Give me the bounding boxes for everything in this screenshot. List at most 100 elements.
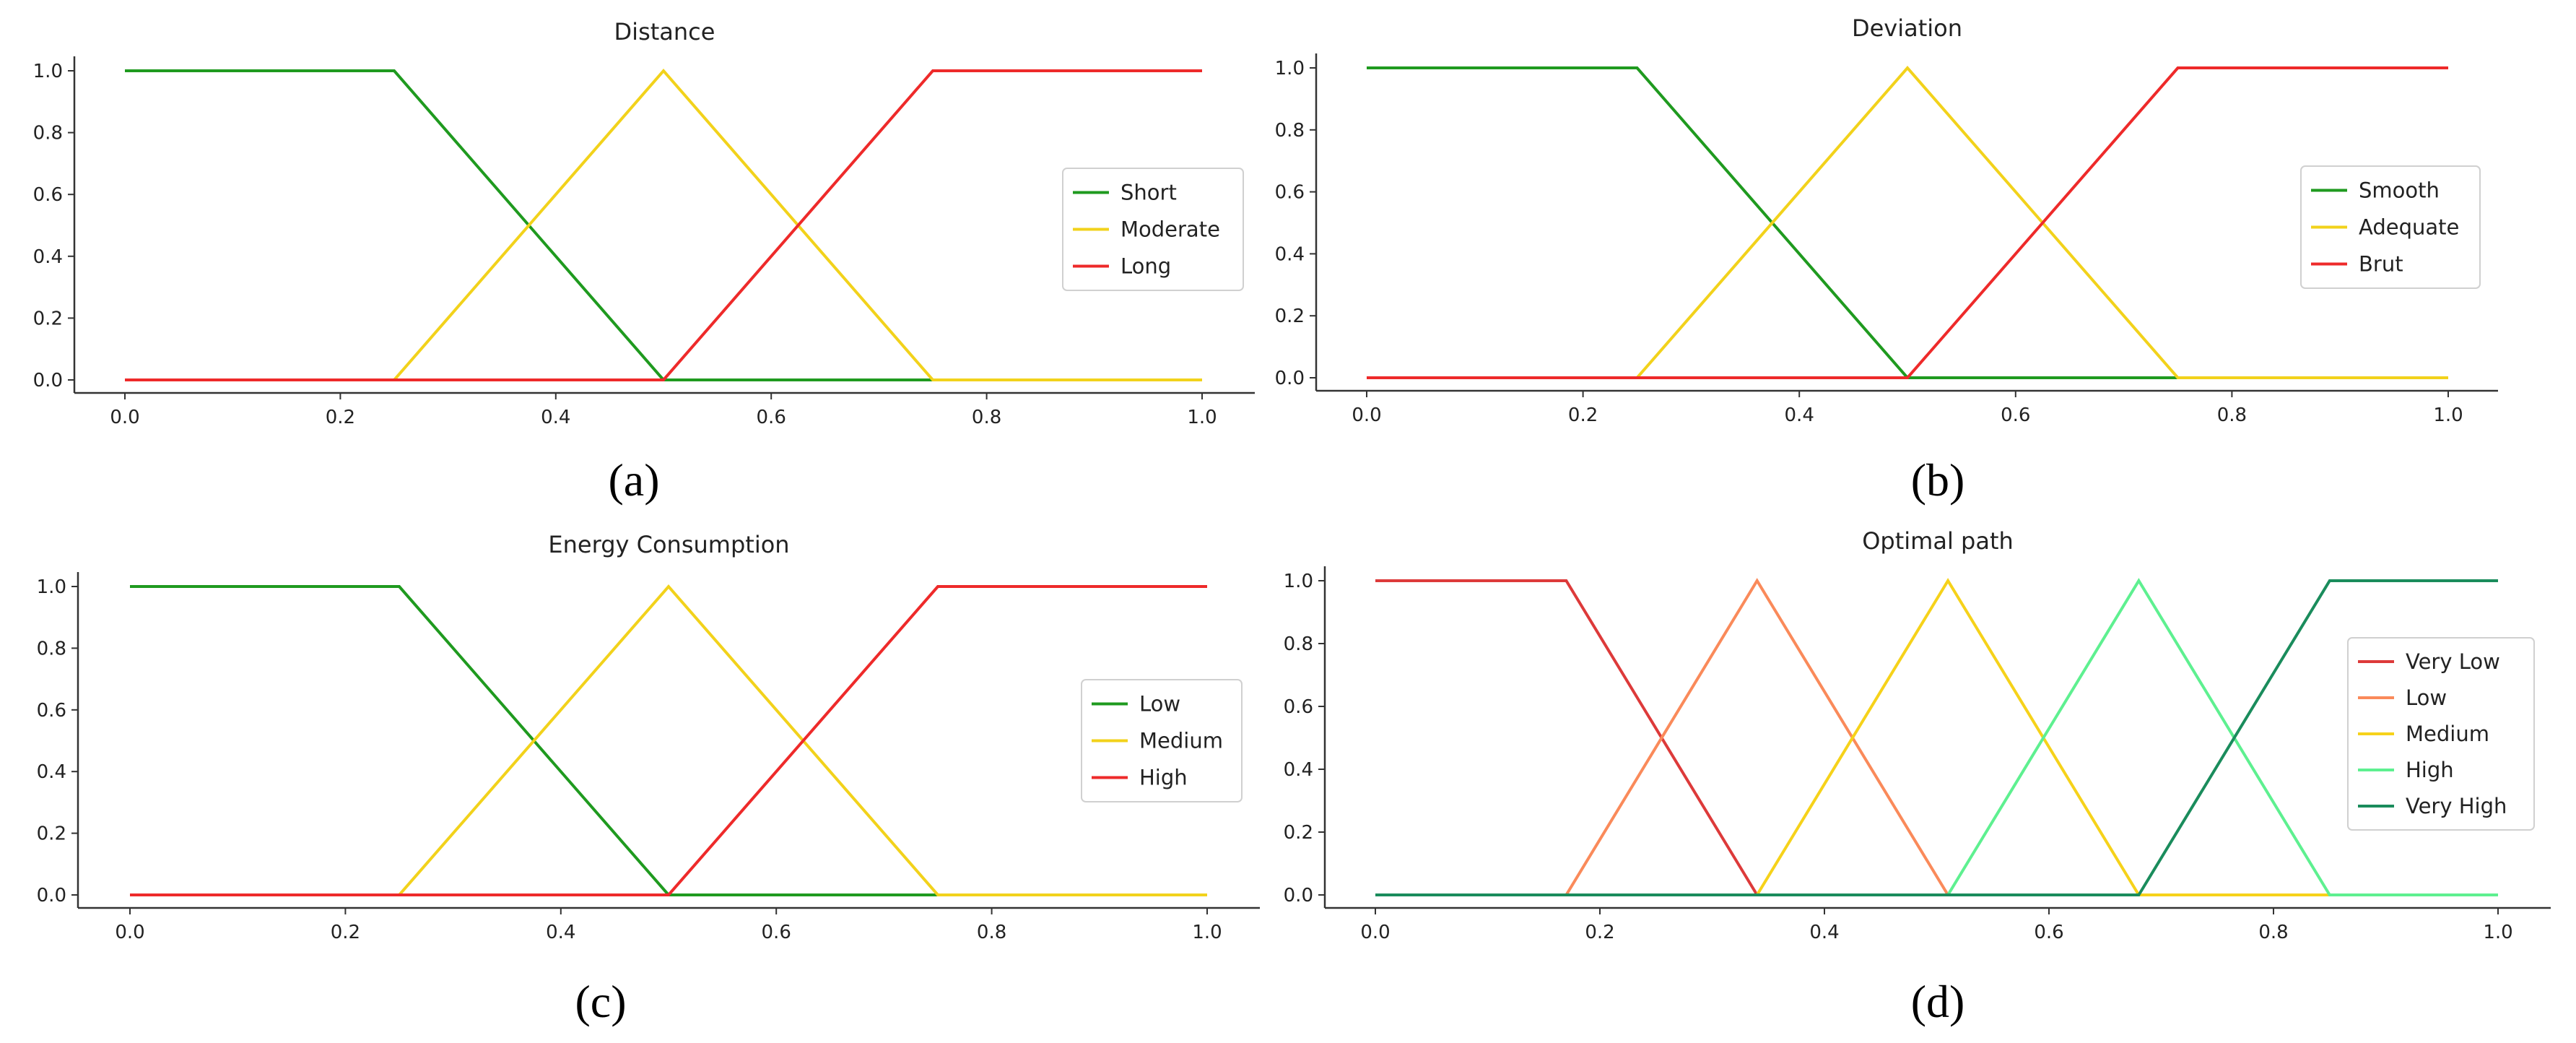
caption-b: (b): [1910, 454, 1965, 506]
x-tick-label: 0.0: [110, 407, 139, 428]
legend-label: Moderate: [1121, 217, 1220, 242]
chart-title: Energy Consumption: [548, 531, 789, 558]
y-tick-label: 0.0: [1284, 885, 1313, 906]
x-tick-label: 0.4: [1785, 404, 1814, 426]
caption-a: (a): [608, 454, 660, 506]
legend-label: Long: [1121, 254, 1171, 279]
y-tick-label: 0.8: [33, 123, 63, 144]
x-tick-label: 0.6: [762, 922, 791, 943]
x-tick-label: 0.8: [2258, 922, 2288, 943]
y-tick-label: 0.4: [37, 761, 66, 783]
series-line-long: [125, 69, 1202, 381]
x-tick-label: 0.2: [331, 922, 360, 943]
legend-label: Low: [2406, 685, 2447, 710]
chart-energy-consumption: Energy Consumption 0.0 0.2 0.4 0.6 0.8 1.0 0.0 0…: [37, 531, 1260, 943]
y-tick-label: 0.8: [1284, 633, 1313, 655]
legend-label: Brut: [2359, 252, 2403, 277]
panel-b: Deviation 0.0 0.2 0.4 0.6 0.8 1.0 0.0 0.2 0.4 0.6 0…: [1275, 0, 2576, 522]
y-tick-label: 0.8: [1275, 120, 1305, 142]
caption-c: (c): [575, 976, 627, 1027]
y-tick-label: 0.0: [33, 370, 63, 391]
legend-box: [2300, 165, 2481, 289]
y-tick-label: 0.0: [37, 885, 66, 906]
x-tick-label: 0.0: [1360, 922, 1390, 943]
series-line-brut: [1367, 66, 2448, 379]
y-tick-label: 0.2: [37, 823, 66, 845]
y-tick-label: 0.6: [33, 184, 63, 206]
y-tick-label: 0.4: [1284, 759, 1313, 781]
x-tick-label: 1.0: [1192, 922, 1222, 943]
x-tick-label: 0.8: [2217, 404, 2247, 426]
y-tick-label: 0.6: [1275, 182, 1305, 204]
chart-title: Deviation: [1852, 14, 1962, 42]
x-tick-label: 0.0: [115, 922, 144, 943]
y-tick-label: 0.4: [33, 246, 63, 268]
y-tick-label: 0.2: [33, 308, 63, 329]
panel-c: Energy Consumption 0.0 0.2 0.4 0.6 0.8 1.0 0.0 0…: [0, 522, 1288, 1043]
x-tick-label: 0.0: [1352, 404, 1381, 426]
legend-box: [1062, 168, 1244, 291]
legend-label: Medium: [2406, 722, 2489, 746]
series-line-short: [125, 69, 1202, 381]
legend-label: Medium: [1139, 729, 1223, 753]
series-line-low: [130, 585, 1207, 896]
x-tick-label: 0.6: [2001, 404, 2030, 426]
series-line-high: [1375, 578, 2498, 896]
legend: Very Low Low Medium High Very High: [2347, 637, 2535, 831]
series-line-high: [130, 585, 1207, 896]
series-line-smooth: [1367, 66, 2448, 379]
y-tick-label: 1.0: [33, 61, 63, 82]
legend: Low Medium High: [1081, 679, 1243, 802]
series-line-moderate: [125, 68, 1202, 381]
y-tick-label: 0.6: [37, 700, 66, 722]
chart-distance: Distance 0.0 0.2 0.4 0.6 0.8 1.0 0.0 0.2 0.4 0.6 0.…: [33, 18, 1255, 428]
caption-d: (d): [1910, 976, 1965, 1027]
panel-d: Optimal path 0.0 0.2 0.4 0.6 0.8 1.0 0.0 0.2 0.4 0…: [1284, 522, 2576, 1043]
panel-a: Distance 0.0 0.2 0.4 0.6 0.8 1.0 0.0 0.2 0.4 0.6 0.…: [0, 0, 1288, 522]
x-tick-label: 0.4: [1809, 922, 1839, 943]
y-tick-label: 0.8: [37, 638, 66, 659]
x-tick-label: 0.8: [977, 922, 1006, 943]
x-tick-label: 0.6: [2034, 922, 2063, 943]
legend-label: High: [2406, 758, 2454, 782]
legend-box: [1081, 679, 1243, 802]
y-tick-label: 0.6: [1284, 696, 1313, 718]
legend-label: Smooth: [2359, 178, 2440, 203]
series-line-medium: [1375, 578, 2498, 896]
x-tick-label: 0.2: [1568, 404, 1598, 426]
y-tick-label: 1.0: [1284, 571, 1313, 592]
chart-title: Distance: [614, 18, 715, 46]
x-tick-label: 0.4: [546, 922, 575, 943]
y-tick-label: 0.2: [1275, 306, 1305, 327]
x-tick-label: 0.8: [972, 407, 1001, 428]
y-tick-label: 1.0: [37, 576, 66, 598]
chart-deviation: Deviation 0.0 0.2 0.4 0.6 0.8 1.0 0.0 0.2 0.4 0.6 0…: [1275, 14, 2498, 426]
series-line-medium: [130, 584, 1207, 896]
y-tick-label: 0.2: [1284, 822, 1313, 844]
series-line-very-low: [1375, 579, 2498, 896]
y-tick-label: 0.0: [1275, 368, 1305, 389]
legend: Smooth Adequate Brut: [2300, 165, 2481, 289]
x-tick-label: 1.0: [1187, 407, 1217, 428]
legend-label: Adequate: [2359, 215, 2459, 240]
legend-box: [2347, 637, 2535, 831]
series-line-very-high: [1375, 579, 2498, 896]
x-tick-label: 1.0: [2433, 404, 2463, 426]
series-line-adequate: [1367, 65, 2448, 379]
series-line-low: [1375, 578, 2498, 896]
y-tick-label: 0.4: [1275, 243, 1305, 265]
x-tick-label: 0.2: [1585, 922, 1614, 943]
legend: Short Moderate Long: [1062, 168, 1244, 291]
legend-label: High: [1139, 766, 1188, 790]
x-tick-label: 0.2: [326, 407, 355, 428]
x-tick-label: 0.4: [541, 407, 570, 428]
x-tick-label: 1.0: [2483, 922, 2512, 943]
legend-label: Very Low: [2406, 649, 2500, 674]
x-tick-label: 0.6: [757, 407, 786, 428]
chart-optimal-path: Optimal path 0.0 0.2 0.4 0.6 0.8 1.0 0.0 0.2 0.4 0…: [1284, 527, 2551, 943]
legend-label: Low: [1139, 692, 1180, 717]
y-tick-label: 1.0: [1275, 58, 1305, 79]
legend-label: Short: [1121, 181, 1177, 205]
legend-label: Very High: [2406, 794, 2507, 818]
chart-title: Optimal path: [1862, 527, 2014, 555]
